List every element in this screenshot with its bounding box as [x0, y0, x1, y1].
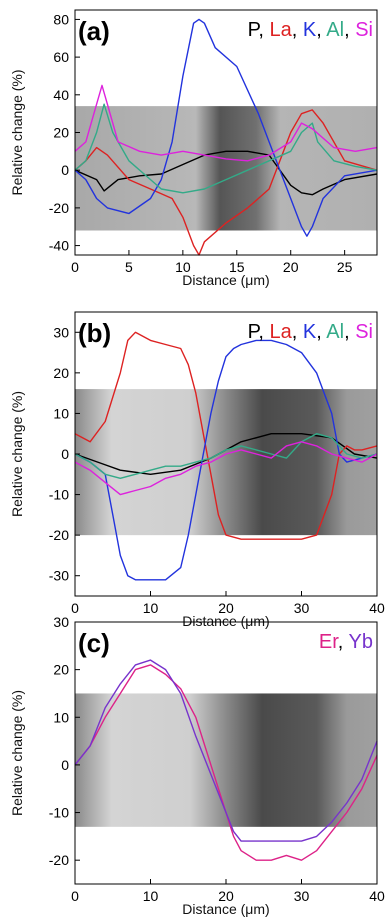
legend-separator: , — [292, 19, 303, 41]
legend-item-k: K — [303, 19, 317, 41]
y-tick-label: 60 — [53, 49, 69, 65]
legend-separator: , — [338, 631, 349, 653]
axis-ticks: 0 10 20 30 40 -20 -10 0 10 20 30 — [49, 614, 385, 904]
line-series-group — [74, 18, 378, 256]
legend-separator: , — [344, 321, 355, 343]
series-line-er — [74, 664, 378, 861]
series-line-si — [74, 84, 378, 162]
x-tick-label: 0 — [71, 600, 79, 616]
y-tick-label: -10 — [49, 487, 69, 503]
legend-separator: , — [292, 321, 303, 343]
y-tick-label: -20 — [49, 852, 69, 868]
legend-separator: , — [258, 19, 269, 41]
series-line-al — [74, 103, 378, 194]
y-tick-label: -20 — [49, 200, 69, 216]
axis-ticks: 0 10 20 30 40 -30 -20 -10 0 10 20 30 — [49, 324, 385, 616]
x-tick-label: 0 — [71, 259, 79, 275]
panel-label: (c) — [78, 628, 110, 658]
legend-item-la: La — [270, 321, 293, 343]
series-line-k — [74, 339, 378, 581]
legend-item-al: Al — [326, 321, 344, 343]
x-tick-label: 20 — [283, 259, 299, 275]
panel-label: (a) — [78, 16, 110, 46]
panel-c: 0 10 20 30 40 -20 -10 0 10 20 30 (c) Er, Yb Distan… — [9, 614, 385, 917]
y-tick-label: -30 — [49, 568, 69, 584]
x-tick-label: 30 — [294, 600, 310, 616]
y-tick-label: 20 — [53, 662, 69, 678]
axis-ticks: 0 5 10 15 20 25 -40 -20 0 20 40 60 80 — [49, 11, 353, 275]
x-tick-label: 10 — [143, 600, 159, 616]
y-tick-label: 0 — [61, 446, 69, 462]
legend-item-la: La — [270, 19, 293, 41]
line-series-group — [74, 331, 378, 581]
x-axis-label: Distance (μm) — [182, 901, 269, 917]
x-tick-label: 20 — [218, 888, 234, 904]
series-line-p — [74, 150, 378, 196]
x-tick-label: 20 — [218, 600, 234, 616]
x-tick-label: 10 — [143, 888, 159, 904]
legend-item-si: Si — [355, 19, 373, 41]
legend: P, La, K, Al, Si — [248, 19, 373, 41]
y-tick-label: 80 — [53, 11, 69, 27]
legend-separator: , — [316, 19, 326, 41]
legend-separator: , — [344, 19, 355, 41]
x-tick-label: 0 — [71, 888, 79, 904]
legend-item-si: Si — [355, 321, 373, 343]
panel-label: (b) — [78, 318, 111, 348]
y-tick-label: 30 — [53, 614, 69, 630]
y-tick-label: 10 — [53, 405, 69, 421]
series-line-si — [74, 441, 378, 496]
x-tick-label: 10 — [175, 259, 191, 275]
y-axis-label: Relative change (%) — [9, 690, 25, 816]
y-axis-label: Relative change (%) — [9, 391, 25, 517]
x-axis-label: Distance (μm) — [182, 272, 269, 288]
x-axis-label: Distance (μm) — [182, 613, 269, 629]
micrograph-band — [75, 106, 377, 231]
y-tick-label: 40 — [53, 87, 69, 103]
legend-separator: , — [316, 321, 326, 343]
micrograph-band — [75, 693, 377, 827]
panel-b: 0 10 20 30 40 -30 -20 -10 0 10 20 30 (b) P, La, K, … — [9, 311, 385, 629]
legend: Er, Yb — [319, 631, 373, 653]
x-tick-label: 5 — [125, 259, 133, 275]
y-tick-label: -40 — [49, 238, 69, 254]
y-tick-label: -10 — [49, 805, 69, 821]
legend-item-p: P — [248, 321, 261, 343]
series-line-yb — [74, 659, 378, 842]
y-tick-label: 0 — [61, 757, 69, 773]
micrograph-band — [75, 389, 377, 536]
legend-item-p: P — [248, 19, 261, 41]
legend-item-k: K — [303, 321, 317, 343]
y-tick-label: 30 — [53, 324, 69, 340]
y-tick-label: 0 — [61, 162, 69, 178]
x-tick-label: 40 — [369, 888, 385, 904]
legend: P, La, K, Al, Si — [248, 321, 373, 343]
legend-separator: , — [258, 321, 269, 343]
series-line-la — [74, 331, 378, 540]
y-tick-label: 10 — [53, 709, 69, 725]
x-tick-label: 30 — [294, 888, 310, 904]
x-tick-label: 15 — [229, 259, 245, 275]
legend-item-er: Er — [319, 631, 339, 653]
legend-item-al: Al — [326, 19, 344, 41]
legend-item-yb: Yb — [349, 631, 373, 653]
y-tick-label: -20 — [49, 527, 69, 543]
y-tick-label: 20 — [53, 365, 69, 381]
y-axis-label: Relative change (%) — [9, 69, 25, 195]
series-line-al — [74, 433, 378, 479]
x-tick-label: 25 — [337, 259, 353, 275]
series-line-k — [74, 18, 378, 237]
x-tick-label: 40 — [369, 600, 385, 616]
y-tick-label: 20 — [53, 125, 69, 141]
line-series-group — [74, 659, 378, 861]
panel-a: 0 5 10 15 20 25 -40 -20 0 20 40 60 80 (a) P, La, K, … — [9, 9, 378, 288]
series-line-la — [74, 109, 378, 256]
